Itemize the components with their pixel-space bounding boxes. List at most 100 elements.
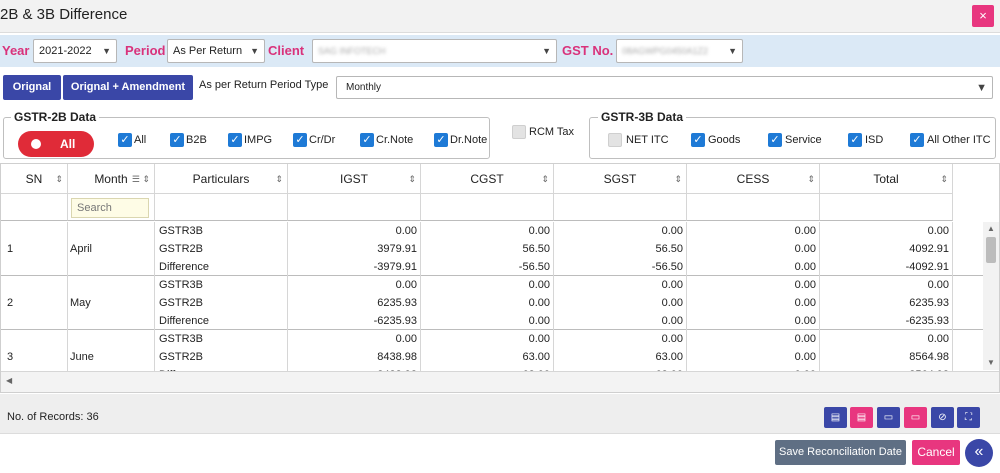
checkbox-dr-note[interactable]: ✓: [434, 133, 448, 147]
cell-total: 8564.98: [909, 351, 949, 363]
cell-cess: 0.00: [794, 261, 816, 273]
column-divider: [819, 276, 820, 330]
checkbox-net-itc[interactable]: [608, 133, 622, 147]
column-header-sgst[interactable]: SGST ⇕: [554, 164, 687, 194]
cell-total: 6235.93: [909, 297, 949, 309]
column-header-igst[interactable]: IGST ⇕: [288, 164, 421, 194]
cell-cess: 0.00: [794, 351, 816, 363]
column-header-cess[interactable]: CESS ⇕: [687, 164, 820, 194]
record-count: No. of Records: 36: [7, 411, 99, 423]
pdf-icon[interactable]: ▤: [850, 407, 873, 428]
double-chevron-left-icon: «: [974, 443, 984, 460]
excel-icon[interactable]: ▤: [824, 407, 847, 428]
column-divider: [67, 222, 68, 276]
grid-footer: No. of Records: 36 ▤ ▤ ▭ ▭ ⊘ ⛶: [0, 394, 1000, 434]
sort-icon[interactable]: ⇕: [55, 174, 63, 184]
close-button[interactable]: ×: [972, 5, 994, 27]
period-type-label: As per Return Period Type: [199, 79, 329, 91]
column-header-month[interactable]: Month ☰ ⇕: [68, 164, 155, 194]
column-header-total[interactable]: Total ⇕: [820, 164, 953, 194]
eye-off-icon[interactable]: ⊘: [931, 407, 954, 428]
horizontal-scrollbar[interactable]: ◀: [1, 371, 999, 392]
cell-month: May: [70, 297, 91, 309]
menu-icon[interactable]: ☰: [131, 174, 140, 184]
checkbox-label: Service: [785, 134, 822, 146]
gst-label: GST No.: [562, 43, 614, 58]
sort-icon[interactable]: ⇕: [541, 174, 549, 184]
scroll-thumb[interactable]: [986, 237, 996, 263]
cell-sgst: 0.00: [661, 297, 683, 309]
period-select[interactable]: As Per Return ▼: [167, 39, 265, 63]
client-select[interactable]: SAG INFOTECH ▼: [312, 39, 557, 63]
checkbox-cr-dr[interactable]: ✓: [293, 133, 307, 147]
cell-cgst: 0.00: [528, 297, 550, 309]
cell-sgst: 63.00: [655, 351, 683, 363]
title-bar: 2B & 3B Difference ×: [0, 0, 1000, 33]
checkbox-all[interactable]: ✓: [118, 133, 132, 147]
collapse-button[interactable]: «: [965, 439, 993, 467]
filter-cell: [155, 194, 288, 221]
cell-total: 0.00: [927, 225, 949, 237]
table-row[interactable]: 2 May GSTR3B 0.00 0.00 0.00 0.00 0.00 GSTR2B 6235…: [1, 276, 983, 330]
print-icon[interactable]: ▭: [877, 407, 900, 428]
column-header-sn[interactable]: SN ⇕: [1, 164, 68, 194]
client-label: Client: [268, 43, 305, 58]
column-divider: [154, 276, 155, 330]
scroll-down-icon[interactable]: ▼: [987, 358, 995, 367]
cancel-button[interactable]: Cancel: [912, 440, 960, 465]
cell-particulars: GSTR3B: [159, 225, 204, 237]
checkbox-impg[interactable]: ✓: [228, 133, 242, 147]
filter-cell: [288, 194, 421, 221]
period-type-select[interactable]: Monthly ▼: [336, 76, 993, 99]
filter-cell: [68, 194, 155, 221]
cell-total: 0.00: [927, 279, 949, 291]
data-grid: SN ⇕ Month ☰ ⇕ Particulars ⇕ IGST ⇕ CGST ⇕ SGS…: [0, 163, 1000, 393]
cell-particulars: GSTR2B: [159, 243, 204, 255]
cell-total: 0.00: [927, 333, 949, 345]
cell-particulars: GSTR3B: [159, 333, 204, 345]
cell-sn: 2: [7, 297, 14, 309]
checkbox-all-other-itc[interactable]: ✓: [910, 133, 924, 147]
checkbox-isd[interactable]: ✓: [848, 133, 862, 147]
column-divider: [67, 276, 68, 330]
save-reconciliation-button[interactable]: Save Reconciliation Date: [775, 440, 906, 465]
gstr3b-title: GSTR-3B Data: [598, 110, 687, 124]
sort-icon[interactable]: ⇕: [940, 174, 948, 184]
month-search-input[interactable]: Search: [71, 198, 149, 218]
hide-columns-icon[interactable]: ▭: [904, 407, 927, 428]
checkbox-service[interactable]: ✓: [768, 133, 782, 147]
column-divider: [420, 276, 421, 330]
fullscreen-icon[interactable]: ⛶: [957, 407, 980, 428]
window-title: 2B & 3B Difference: [0, 6, 128, 23]
cell-particulars: GSTR3B: [159, 279, 204, 291]
column-divider: [819, 330, 820, 384]
sort-icon[interactable]: ⇕: [807, 174, 815, 184]
column-header-particulars[interactable]: Particulars ⇕: [155, 164, 288, 194]
column-divider: [686, 330, 687, 384]
vertical-scrollbar[interactable]: ▲ ▼: [983, 222, 999, 370]
cell-month: June: [70, 351, 94, 363]
checkbox-b2b[interactable]: ✓: [170, 133, 184, 147]
all-toggle[interactable]: All: [18, 131, 94, 157]
checkbox-rcm[interactable]: [512, 125, 526, 139]
cell-cgst: 0.00: [528, 279, 550, 291]
scroll-left-icon[interactable]: ◀: [6, 376, 13, 385]
year-select[interactable]: 2021-2022 ▼: [33, 39, 117, 63]
cell-sn: 3: [7, 351, 14, 363]
sort-icon[interactable]: ⇕: [142, 174, 150, 184]
original-amendment-button[interactable]: Orignal + Amendment: [63, 75, 193, 100]
table-row[interactable]: 1 April GSTR3B 0.00 0.00 0.00 0.00 0.00 GSTR2B 39…: [1, 222, 983, 276]
cell-cess: 0.00: [794, 279, 816, 291]
checkbox-goods[interactable]: ✓: [691, 133, 705, 147]
toggle-knob-icon: [31, 139, 41, 149]
checkbox-cr-note[interactable]: ✓: [360, 133, 374, 147]
column-header-cgst[interactable]: CGST ⇕: [421, 164, 554, 194]
sort-icon[interactable]: ⇕: [275, 174, 283, 184]
scroll-up-icon[interactable]: ▲: [987, 224, 995, 233]
original-button[interactable]: Orignal: [3, 75, 61, 100]
sort-icon[interactable]: ⇕: [408, 174, 416, 184]
gst-select[interactable]: 08AGWPG0450A1Z2 ▼: [616, 39, 743, 63]
column-divider: [952, 222, 953, 276]
sort-icon[interactable]: ⇕: [674, 174, 682, 184]
cell-sgst: -56.50: [651, 261, 683, 273]
